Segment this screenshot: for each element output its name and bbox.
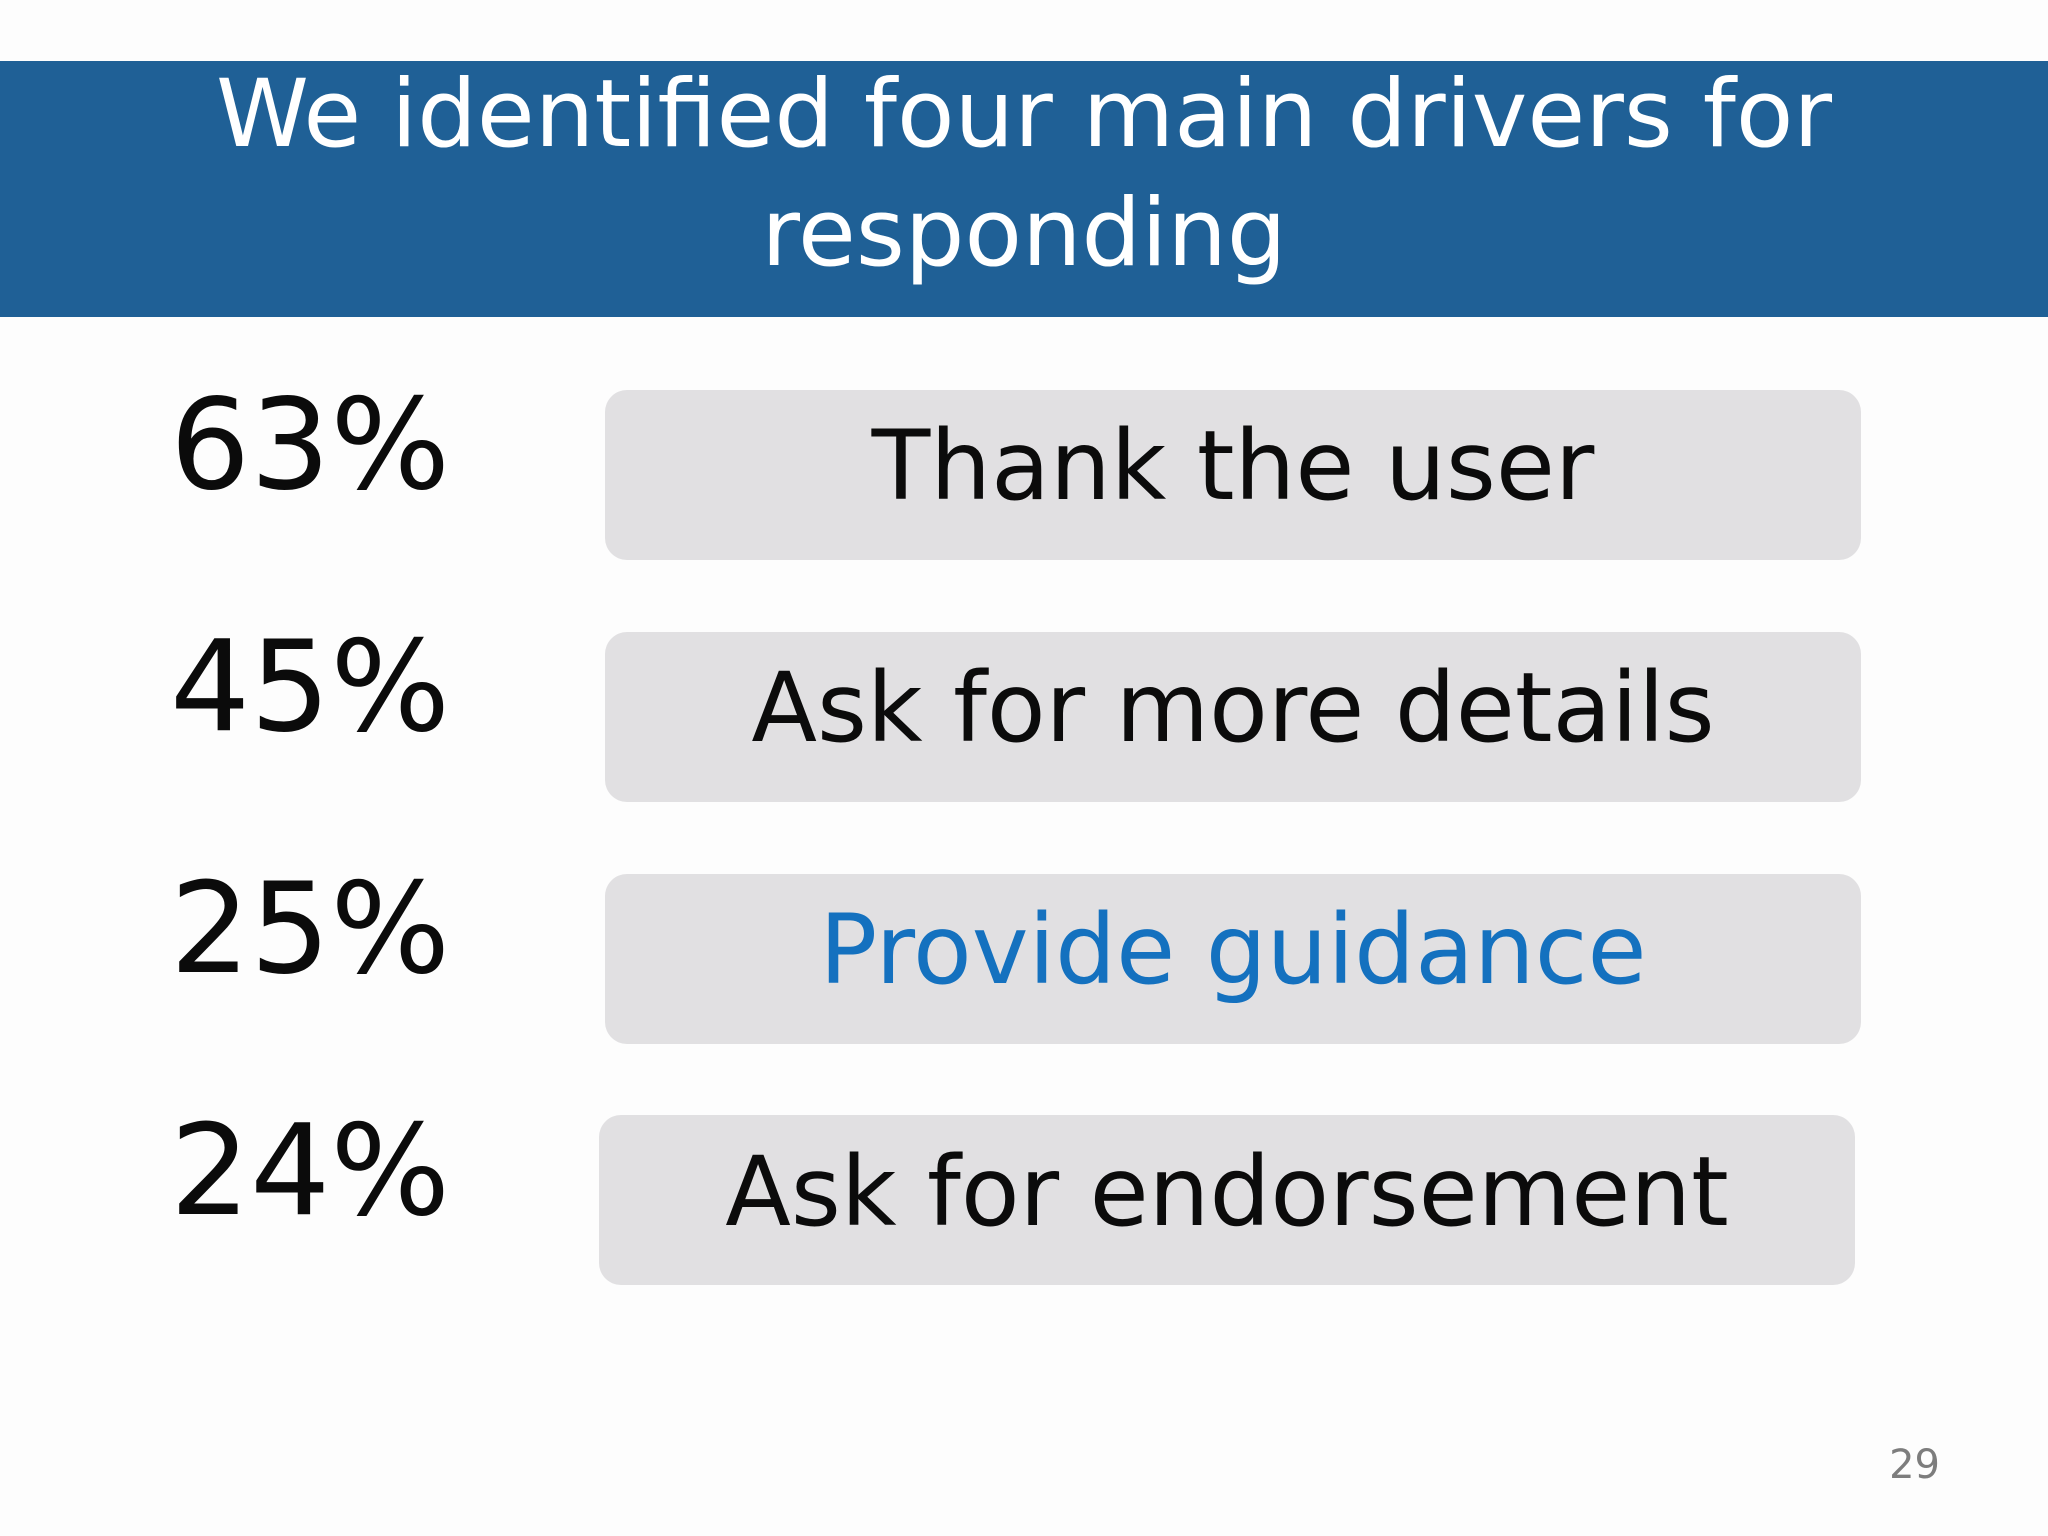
driver-label-more-details: Ask for more details [751, 652, 1715, 764]
slide-title-line-2: responding [761, 179, 1287, 288]
title-band: We identified four main drivers for resp… [0, 61, 2048, 317]
driver-label-thank-user: Thank the user [871, 410, 1595, 522]
slide-title: We identified four main drivers for resp… [0, 61, 2048, 293]
driver-box-endorsement: Ask for endorsement [599, 1115, 1855, 1285]
driver-box-thank-user: Thank the user [605, 390, 1861, 560]
slide-title-line-1: We identified four main drivers for [216, 61, 1832, 169]
driver-percent-guidance: 25% [170, 855, 451, 1002]
driver-percent-thank-user: 63% [170, 371, 451, 518]
driver-label-guidance: Provide guidance [819, 894, 1647, 1006]
page-number: 29 [1889, 1442, 1940, 1488]
driver-percent-more-details: 45% [170, 613, 451, 760]
driver-box-more-details: Ask for more details [605, 632, 1861, 802]
driver-label-endorsement: Ask for endorsement [725, 1136, 1729, 1248]
driver-percent-endorsement: 24% [170, 1097, 451, 1244]
driver-box-guidance: Provide guidance [605, 874, 1861, 1044]
